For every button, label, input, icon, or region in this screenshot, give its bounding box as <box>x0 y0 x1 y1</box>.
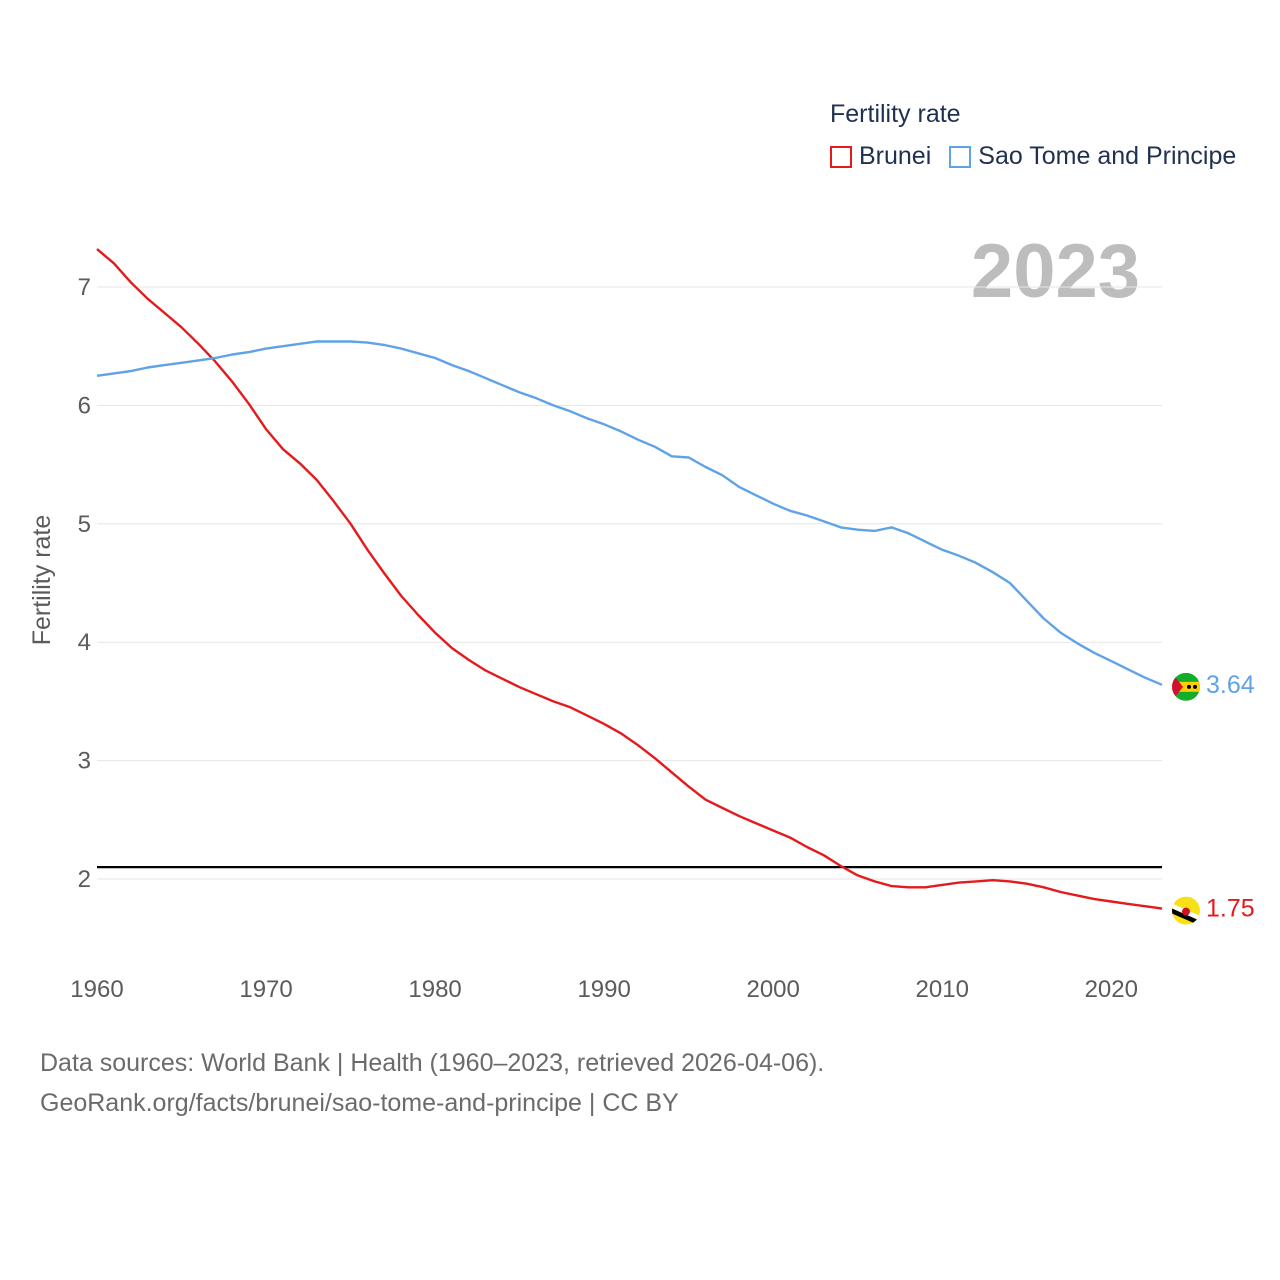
y-tick-label-5: 5 <box>78 511 91 538</box>
legend-label-sao-tome: Sao Tome and Principe <box>978 142 1237 170</box>
legend-label-brunei: Brunei <box>859 142 932 170</box>
y-tick-label-6: 6 <box>78 392 91 419</box>
legend-item-sao-tome[interactable]: Sao Tome and Principe <box>949 142 1236 171</box>
y-tick-label-4: 4 <box>78 629 91 656</box>
x-tick-label-1980: 1980 <box>408 976 461 1003</box>
legend: Brunei Sao Tome and Principe <box>830 142 1254 171</box>
end-label-sao-tome: 3.64 <box>1206 671 1255 699</box>
x-tick-label-1990: 1990 <box>577 976 630 1003</box>
x-tick-label-2020: 2020 <box>1085 976 1138 1003</box>
end-label-brunei: 1.75 <box>1206 895 1255 923</box>
y-tick-label-2: 2 <box>78 866 91 893</box>
series-line-sao-tome <box>96 340 1163 686</box>
legend-title: Fertility rate <box>830 100 961 128</box>
x-tick-label-1970: 1970 <box>239 976 292 1003</box>
y-axis-label: Fertility rate <box>28 515 56 646</box>
source-note: Data sources: World Bank | Health (1960–… <box>40 1043 824 1123</box>
source-line-1: Data sources: World Bank | Health (1960–… <box>40 1049 825 1077</box>
x-tick-label-2010: 2010 <box>916 976 969 1003</box>
x-tick-label-2000: 2000 <box>746 976 799 1003</box>
legend-swatch-sao-tome <box>949 145 972 168</box>
sao-tome-flag-icon <box>1172 672 1200 701</box>
series-line-brunei <box>96 248 1163 910</box>
year-label: 2023 <box>970 229 1140 314</box>
line-chart: 2 3 4 5 6 7 1960 1970 1980 1990 2000 2010 2020 Fertil… <box>28 248 1255 1003</box>
y-tick-label-7: 7 <box>78 274 91 301</box>
source-line-2[interactable]: GeoRank.org/facts/brunei/sao-tome-and-pr… <box>40 1089 679 1117</box>
legend-item-brunei[interactable]: Brunei <box>830 142 931 171</box>
brunei-flag-icon <box>1172 896 1200 925</box>
legend-swatch-brunei <box>830 145 852 168</box>
x-tick-label-1960: 1960 <box>70 976 123 1003</box>
y-tick-label-3: 3 <box>78 748 91 775</box>
